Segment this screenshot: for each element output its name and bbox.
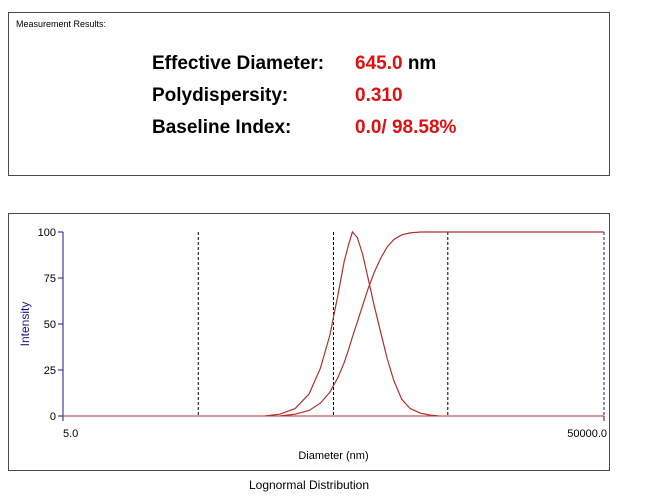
baseline-index-label: Baseline Index: [152, 117, 292, 138]
polydispersity-row: Polydispersity: 0.310 [152, 85, 403, 107]
effective-diameter-row: Effective Diameter: 645.0 nm [152, 53, 436, 75]
y-tick-label: 50 [44, 319, 56, 331]
effective-diameter-unit: nm [407, 53, 437, 74]
x-tick-label: 50000.0 [567, 428, 607, 440]
intensity-chart: 0 25 50 75 100 5.0 50000.0 Intensity Diameter (n… [18, 227, 607, 462]
effective-diameter-value: 645.0 [355, 53, 403, 74]
polydispersity-label: Polydispersity: [152, 85, 289, 106]
results-caption: Measurement Results: [16, 19, 107, 29]
baseline-index-value: 0.0/ 98.58% [355, 117, 457, 138]
baseline-index-row: Baseline Index: 0.0/ 98.58% [152, 117, 456, 139]
y-tick-label: 100 [38, 227, 56, 239]
distribution-series-line [264, 230, 439, 417]
effective-diameter-label: Effective Diameter: [152, 53, 325, 74]
chart-panel: 0 25 50 75 100 5.0 50000.0 Intensity Diameter (n… [8, 213, 610, 471]
x-axis-title: Diameter (nm) [298, 450, 368, 462]
y-tick-label: 75 [44, 273, 56, 285]
y-tick-label: 25 [44, 365, 56, 377]
measurement-results-panel: Measurement Results: Effective Diameter:… [8, 12, 610, 176]
y-tick-label: 0 [50, 411, 56, 423]
x-tick-label: 5.0 [63, 428, 78, 440]
chart-caption: Lognormal Distribution [248, 478, 370, 492]
cumulative-series-line [279, 231, 604, 417]
polydispersity-value: 0.310 [355, 85, 403, 106]
y-axis-title: Intensity [18, 302, 32, 347]
